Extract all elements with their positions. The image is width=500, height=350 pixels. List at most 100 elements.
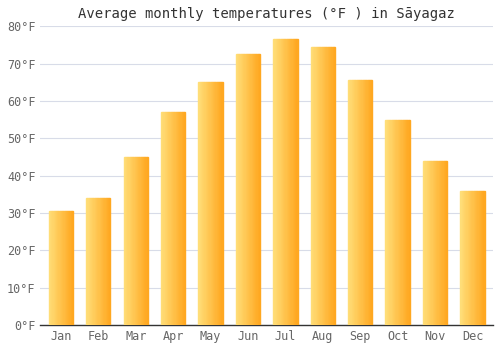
Bar bbox=[173, 112, 174, 325]
Bar bbox=[109, 198, 110, 325]
Bar bbox=[252, 54, 253, 325]
Bar bbox=[476, 191, 478, 325]
Bar bbox=[56, 211, 57, 325]
Bar bbox=[131, 157, 132, 325]
Bar bbox=[466, 191, 468, 325]
Bar bbox=[67, 211, 68, 325]
Bar bbox=[98, 198, 100, 325]
Bar bbox=[249, 54, 250, 325]
Bar bbox=[408, 120, 410, 325]
Bar bbox=[278, 39, 280, 325]
Bar bbox=[286, 39, 288, 325]
Bar bbox=[481, 191, 482, 325]
Bar bbox=[468, 191, 469, 325]
Bar bbox=[462, 191, 464, 325]
Bar bbox=[429, 161, 430, 325]
Bar bbox=[216, 82, 218, 325]
Bar bbox=[220, 82, 222, 325]
Bar bbox=[136, 157, 137, 325]
Bar bbox=[404, 120, 405, 325]
Bar bbox=[292, 39, 294, 325]
Bar bbox=[184, 112, 186, 325]
Bar bbox=[400, 120, 402, 325]
Bar bbox=[51, 211, 52, 325]
Bar bbox=[277, 39, 278, 325]
Bar bbox=[219, 82, 220, 325]
Bar bbox=[328, 47, 329, 325]
Bar bbox=[310, 47, 312, 325]
Bar bbox=[426, 161, 428, 325]
Bar bbox=[212, 82, 213, 325]
Bar bbox=[370, 80, 371, 325]
Bar bbox=[430, 161, 432, 325]
Bar bbox=[446, 161, 447, 325]
Bar bbox=[434, 161, 435, 325]
Bar bbox=[388, 120, 389, 325]
Bar bbox=[128, 157, 130, 325]
Bar bbox=[482, 191, 484, 325]
Bar bbox=[359, 80, 360, 325]
Bar bbox=[350, 80, 352, 325]
Bar bbox=[330, 47, 332, 325]
Bar bbox=[470, 191, 472, 325]
Bar bbox=[174, 112, 176, 325]
Bar bbox=[474, 191, 475, 325]
Bar bbox=[127, 157, 128, 325]
Bar bbox=[394, 120, 395, 325]
Bar bbox=[60, 211, 61, 325]
Bar bbox=[242, 54, 243, 325]
Bar bbox=[326, 47, 328, 325]
Bar bbox=[100, 198, 102, 325]
Bar bbox=[244, 54, 246, 325]
Bar bbox=[50, 211, 51, 325]
Bar bbox=[206, 82, 207, 325]
Bar bbox=[57, 211, 58, 325]
Bar bbox=[435, 161, 436, 325]
Bar bbox=[465, 191, 466, 325]
Bar bbox=[436, 161, 438, 325]
Bar bbox=[146, 157, 148, 325]
Bar bbox=[137, 157, 138, 325]
Bar bbox=[55, 211, 56, 325]
Bar bbox=[438, 161, 440, 325]
Bar bbox=[97, 198, 98, 325]
Bar bbox=[64, 211, 66, 325]
Bar bbox=[183, 112, 184, 325]
Bar bbox=[248, 54, 249, 325]
Bar bbox=[179, 112, 180, 325]
Bar bbox=[125, 157, 126, 325]
Bar bbox=[140, 157, 142, 325]
Bar bbox=[48, 211, 50, 325]
Bar bbox=[296, 39, 298, 325]
Bar bbox=[96, 198, 97, 325]
Bar bbox=[284, 39, 286, 325]
Bar bbox=[332, 47, 334, 325]
Bar bbox=[324, 47, 325, 325]
Bar bbox=[294, 39, 295, 325]
Bar bbox=[389, 120, 390, 325]
Bar bbox=[207, 82, 208, 325]
Bar bbox=[204, 82, 206, 325]
Bar bbox=[423, 161, 424, 325]
Bar bbox=[360, 80, 362, 325]
Bar bbox=[108, 198, 109, 325]
Bar bbox=[182, 112, 183, 325]
Bar bbox=[406, 120, 407, 325]
Bar bbox=[213, 82, 214, 325]
Bar bbox=[162, 112, 164, 325]
Bar bbox=[396, 120, 398, 325]
Bar bbox=[318, 47, 319, 325]
Bar bbox=[144, 157, 146, 325]
Bar bbox=[405, 120, 406, 325]
Bar bbox=[70, 211, 72, 325]
Bar bbox=[54, 211, 55, 325]
Bar bbox=[283, 39, 284, 325]
Bar bbox=[107, 198, 108, 325]
Bar bbox=[480, 191, 481, 325]
Bar bbox=[290, 39, 292, 325]
Bar bbox=[354, 80, 356, 325]
Bar bbox=[276, 39, 277, 325]
Bar bbox=[390, 120, 392, 325]
Bar bbox=[472, 191, 474, 325]
Bar bbox=[218, 82, 219, 325]
